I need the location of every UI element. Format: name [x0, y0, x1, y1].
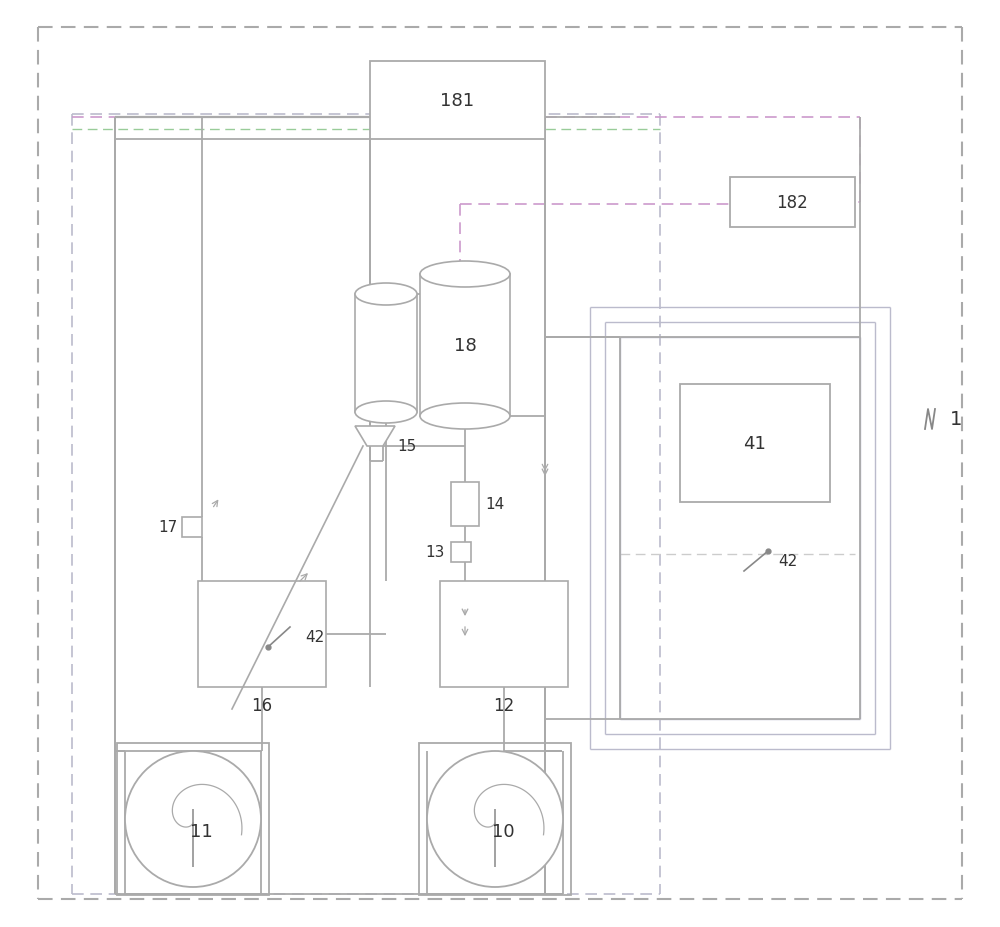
- Text: 42: 42: [778, 554, 797, 569]
- FancyBboxPatch shape: [680, 385, 830, 502]
- Ellipse shape: [420, 403, 510, 429]
- Text: 41: 41: [744, 435, 766, 452]
- Ellipse shape: [355, 284, 417, 306]
- FancyBboxPatch shape: [355, 295, 417, 413]
- Text: 1: 1: [950, 410, 962, 429]
- FancyBboxPatch shape: [451, 542, 471, 563]
- FancyBboxPatch shape: [420, 274, 510, 416]
- Text: 18: 18: [454, 337, 476, 355]
- Ellipse shape: [420, 261, 510, 287]
- Text: 14: 14: [485, 497, 505, 512]
- Text: 182: 182: [776, 194, 808, 211]
- Text: 181: 181: [440, 92, 474, 110]
- FancyBboxPatch shape: [370, 62, 545, 140]
- Text: 42: 42: [305, 629, 324, 645]
- Ellipse shape: [355, 401, 417, 424]
- Text: 15: 15: [397, 439, 416, 454]
- FancyBboxPatch shape: [730, 178, 855, 228]
- Circle shape: [125, 751, 261, 887]
- Circle shape: [427, 751, 563, 887]
- Text: 12: 12: [493, 696, 515, 714]
- Text: 10: 10: [492, 822, 514, 840]
- Text: 17: 17: [159, 520, 178, 535]
- FancyBboxPatch shape: [182, 517, 202, 538]
- FancyBboxPatch shape: [440, 581, 568, 687]
- FancyBboxPatch shape: [451, 482, 479, 527]
- Text: 13: 13: [425, 545, 445, 560]
- Polygon shape: [355, 426, 395, 447]
- Text: 16: 16: [251, 696, 273, 714]
- FancyBboxPatch shape: [198, 581, 326, 687]
- Text: 11: 11: [190, 822, 212, 840]
